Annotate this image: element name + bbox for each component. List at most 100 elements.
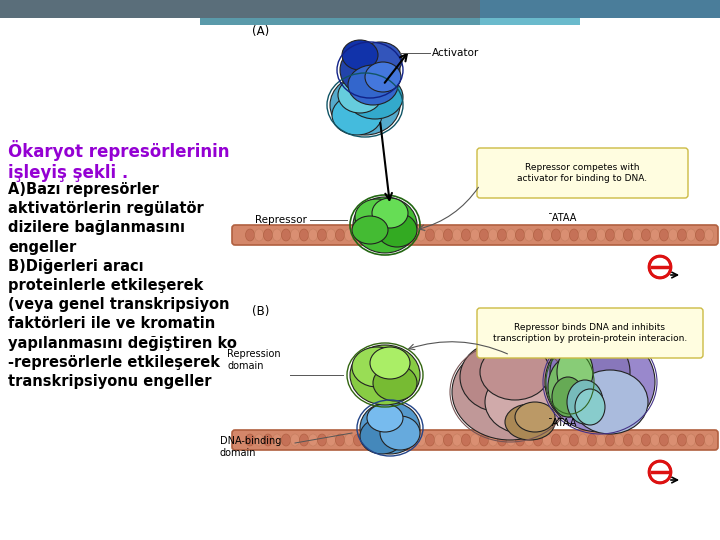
Ellipse shape [552, 434, 560, 446]
Ellipse shape [480, 434, 488, 446]
Ellipse shape [390, 434, 398, 446]
Bar [200, 18, 480, 25]
Ellipse shape [552, 377, 584, 417]
Ellipse shape [516, 434, 524, 446]
Ellipse shape [318, 434, 326, 446]
Ellipse shape [308, 229, 318, 241]
Ellipse shape [380, 416, 420, 450]
Ellipse shape [460, 342, 540, 412]
Ellipse shape [358, 42, 402, 78]
Ellipse shape [452, 229, 462, 241]
Ellipse shape [704, 229, 714, 241]
Ellipse shape [360, 402, 420, 454]
Ellipse shape [362, 434, 372, 446]
Ellipse shape [462, 229, 470, 241]
Ellipse shape [480, 229, 488, 241]
Ellipse shape [408, 229, 416, 241]
Ellipse shape [488, 434, 498, 446]
Ellipse shape [567, 380, 603, 424]
Ellipse shape [342, 40, 378, 70]
Ellipse shape [696, 434, 704, 446]
Ellipse shape [534, 434, 542, 446]
Ellipse shape [570, 229, 578, 241]
Ellipse shape [398, 229, 408, 241]
Ellipse shape [373, 365, 417, 401]
Ellipse shape [596, 229, 606, 241]
Ellipse shape [326, 434, 336, 446]
Text: (A): (A) [252, 25, 269, 38]
Ellipse shape [596, 434, 606, 446]
Text: Repressor binds DNA and inhibits
transcription by protein-protein interacion.: Repressor binds DNA and inhibits transcr… [493, 323, 687, 343]
Ellipse shape [352, 347, 402, 387]
Text: ¯ATAA: ¯ATAA [548, 418, 577, 428]
Bar [480, 0, 720, 18]
Ellipse shape [416, 434, 426, 446]
Ellipse shape [354, 229, 362, 241]
Ellipse shape [668, 434, 678, 446]
Text: Activator: Activator [432, 48, 480, 58]
Ellipse shape [614, 434, 624, 446]
Ellipse shape [398, 434, 408, 446]
Ellipse shape [678, 434, 686, 446]
Ellipse shape [355, 199, 399, 235]
Ellipse shape [246, 229, 254, 241]
Circle shape [651, 258, 670, 276]
Ellipse shape [470, 229, 480, 241]
Text: DNA-binding
domain: DNA-binding domain [220, 436, 282, 458]
Ellipse shape [354, 434, 362, 446]
Ellipse shape [588, 434, 596, 446]
Ellipse shape [515, 402, 555, 432]
FancyBboxPatch shape [232, 225, 718, 245]
Text: Ökaryot represörlerinin
işleyiş şekli .: Ökaryot represörlerinin işleyiş şekli . [8, 140, 230, 183]
Ellipse shape [380, 229, 390, 241]
Ellipse shape [282, 229, 290, 241]
Ellipse shape [330, 75, 400, 135]
Ellipse shape [642, 229, 650, 241]
Ellipse shape [606, 434, 614, 446]
Ellipse shape [426, 229, 434, 241]
Ellipse shape [642, 434, 650, 446]
Ellipse shape [434, 434, 444, 446]
Ellipse shape [516, 229, 524, 241]
Ellipse shape [300, 434, 308, 446]
Ellipse shape [360, 418, 404, 454]
Ellipse shape [318, 229, 326, 241]
Text: Repressor: Repressor [255, 215, 307, 225]
Ellipse shape [340, 44, 400, 96]
Text: (B): (B) [252, 305, 269, 318]
Ellipse shape [704, 434, 714, 446]
Ellipse shape [353, 197, 417, 253]
Ellipse shape [300, 229, 308, 241]
Ellipse shape [308, 434, 318, 446]
Ellipse shape [498, 229, 506, 241]
Ellipse shape [650, 229, 660, 241]
Bar [480, 18, 580, 25]
Ellipse shape [572, 370, 648, 434]
FancyBboxPatch shape [232, 430, 718, 450]
Ellipse shape [578, 229, 588, 241]
Ellipse shape [336, 229, 344, 241]
Ellipse shape [416, 229, 426, 241]
Ellipse shape [348, 65, 398, 105]
Ellipse shape [254, 229, 264, 241]
Ellipse shape [524, 229, 534, 241]
Ellipse shape [332, 95, 382, 135]
Ellipse shape [650, 434, 660, 446]
Text: Repression
domain: Repression domain [227, 349, 281, 371]
Ellipse shape [336, 434, 344, 446]
Ellipse shape [338, 77, 382, 113]
Ellipse shape [660, 434, 668, 446]
Ellipse shape [367, 404, 403, 432]
FancyBboxPatch shape [477, 148, 688, 198]
Text: Repressor competes with
activator for binding to DNA.: Repressor competes with activator for bi… [518, 163, 647, 183]
Circle shape [651, 463, 670, 481]
Ellipse shape [506, 434, 516, 446]
Ellipse shape [557, 347, 593, 397]
Ellipse shape [282, 434, 290, 446]
Ellipse shape [552, 229, 560, 241]
Ellipse shape [498, 434, 506, 446]
Ellipse shape [542, 434, 552, 446]
Ellipse shape [380, 434, 390, 446]
Ellipse shape [352, 216, 388, 244]
Text: A)Bazı represörler
aktivatörlerin regülatör
dizilere bağlanmasını
engeller
B)Diğ: A)Bazı represörler aktivatörlerin regüla… [8, 182, 237, 389]
